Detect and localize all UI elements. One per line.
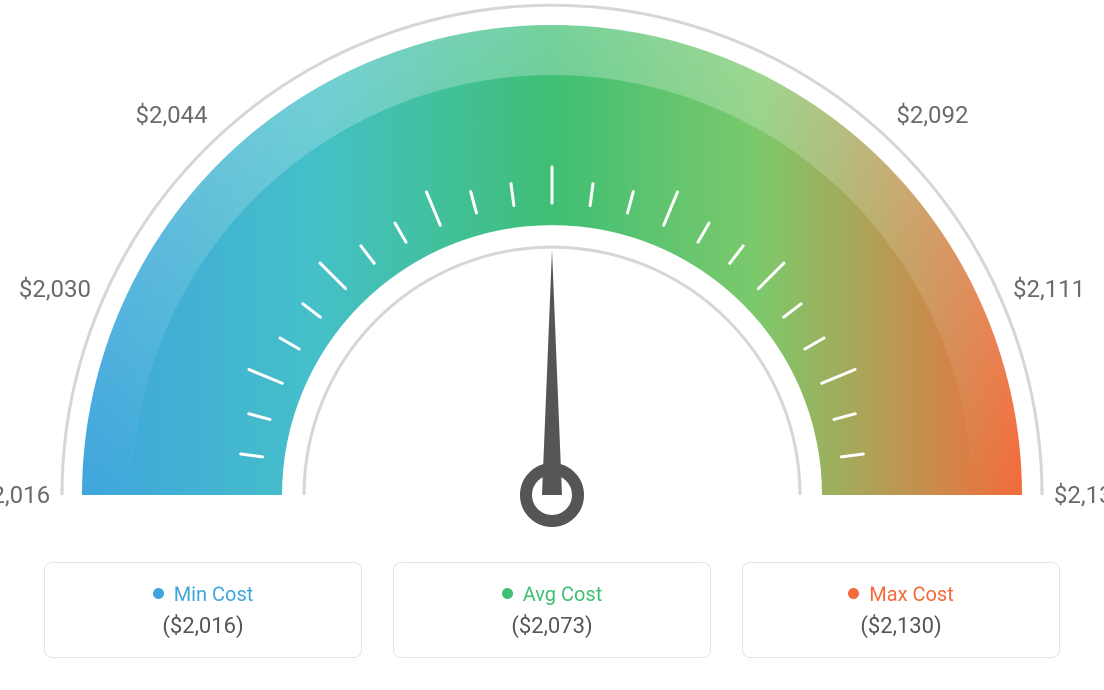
legend-value-min: ($2,016) <box>162 614 243 639</box>
legend-row: Min Cost ($2,016) Avg Cost ($2,073) Max … <box>0 562 1104 658</box>
gauge-tick-label: $2,030 <box>19 275 91 303</box>
legend-head-max: Max Cost <box>848 582 954 606</box>
legend-card-avg: Avg Cost ($2,073) <box>393 562 711 658</box>
dot-min <box>153 588 164 599</box>
legend-title-max: Max Cost <box>869 582 954 606</box>
dot-avg <box>502 588 513 599</box>
legend-head-avg: Avg Cost <box>502 582 603 606</box>
gauge-svg <box>0 0 1104 540</box>
gauge-tick-label: $2,092 <box>896 101 968 129</box>
legend-card-min: Min Cost ($2,016) <box>44 562 362 658</box>
dot-max <box>848 588 859 599</box>
gauge-tick-label: $2,016 <box>0 481 50 509</box>
legend-card-max: Max Cost ($2,130) <box>742 562 1060 658</box>
legend-title-min: Min Cost <box>174 582 254 606</box>
legend-head-min: Min Cost <box>153 582 254 606</box>
legend-value-max: ($2,130) <box>860 614 941 639</box>
gauge-chart: $2,016$2,030$2,044$2,073$2,092$2,111$2,1… <box>0 0 1104 540</box>
legend-value-avg: ($2,073) <box>511 614 592 639</box>
legend-title-avg: Avg Cost <box>523 582 603 606</box>
gauge-tick-label: $2,111 <box>1013 275 1085 303</box>
gauge-tick-label: $2,130 <box>1054 481 1104 509</box>
gauge-tick-label: $2,044 <box>135 101 207 129</box>
